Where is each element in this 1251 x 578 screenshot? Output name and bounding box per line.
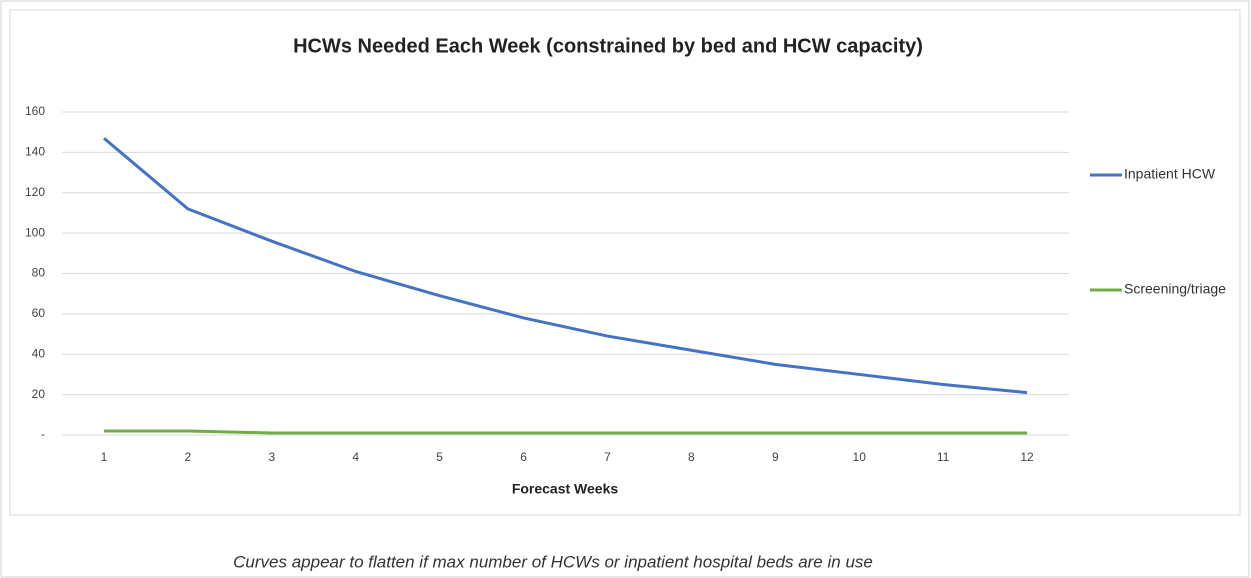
y-tick-label: 140 <box>25 145 45 159</box>
x-tick-label: 11 <box>937 450 950 464</box>
legend-label: Screening/triage <box>1124 281 1226 297</box>
annotation: Curves appear to flatten if max number o… <box>233 552 873 571</box>
x-tick-label: 8 <box>688 450 695 464</box>
x-tick-label: 6 <box>520 450 527 464</box>
legend-label: Inpatient HCW <box>1124 166 1216 182</box>
series-line <box>103 429 1028 435</box>
y-tick-label: 20 <box>32 387 46 401</box>
x-axis-title: Forecast Weeks <box>512 481 619 497</box>
y-tick-label: 120 <box>25 185 45 199</box>
x-tick-label: 3 <box>268 450 275 464</box>
y-tick-label: 60 <box>32 306 46 320</box>
y-tick-label: 80 <box>32 266 46 280</box>
y-tick-label: 100 <box>25 225 45 239</box>
chart-title: HCWs Needed Each Week (constrained by be… <box>293 35 923 57</box>
x-tick-label: 5 <box>436 450 443 464</box>
x-tick-label: 9 <box>772 450 779 464</box>
x-tick-label: 10 <box>853 450 867 464</box>
x-tick-label: 7 <box>604 450 611 464</box>
y-tick-label: - <box>41 427 45 441</box>
y-tick-label: 40 <box>32 346 46 360</box>
x-tick-label: 4 <box>352 450 359 464</box>
x-tick-label: 1 <box>101 450 108 464</box>
series-line <box>102 137 1028 395</box>
y-tick-label: 160 <box>25 104 45 118</box>
chart-border <box>9 9 1241 516</box>
x-tick-label: 2 <box>185 450 192 464</box>
x-tick-label: 12 <box>1020 450 1034 464</box>
